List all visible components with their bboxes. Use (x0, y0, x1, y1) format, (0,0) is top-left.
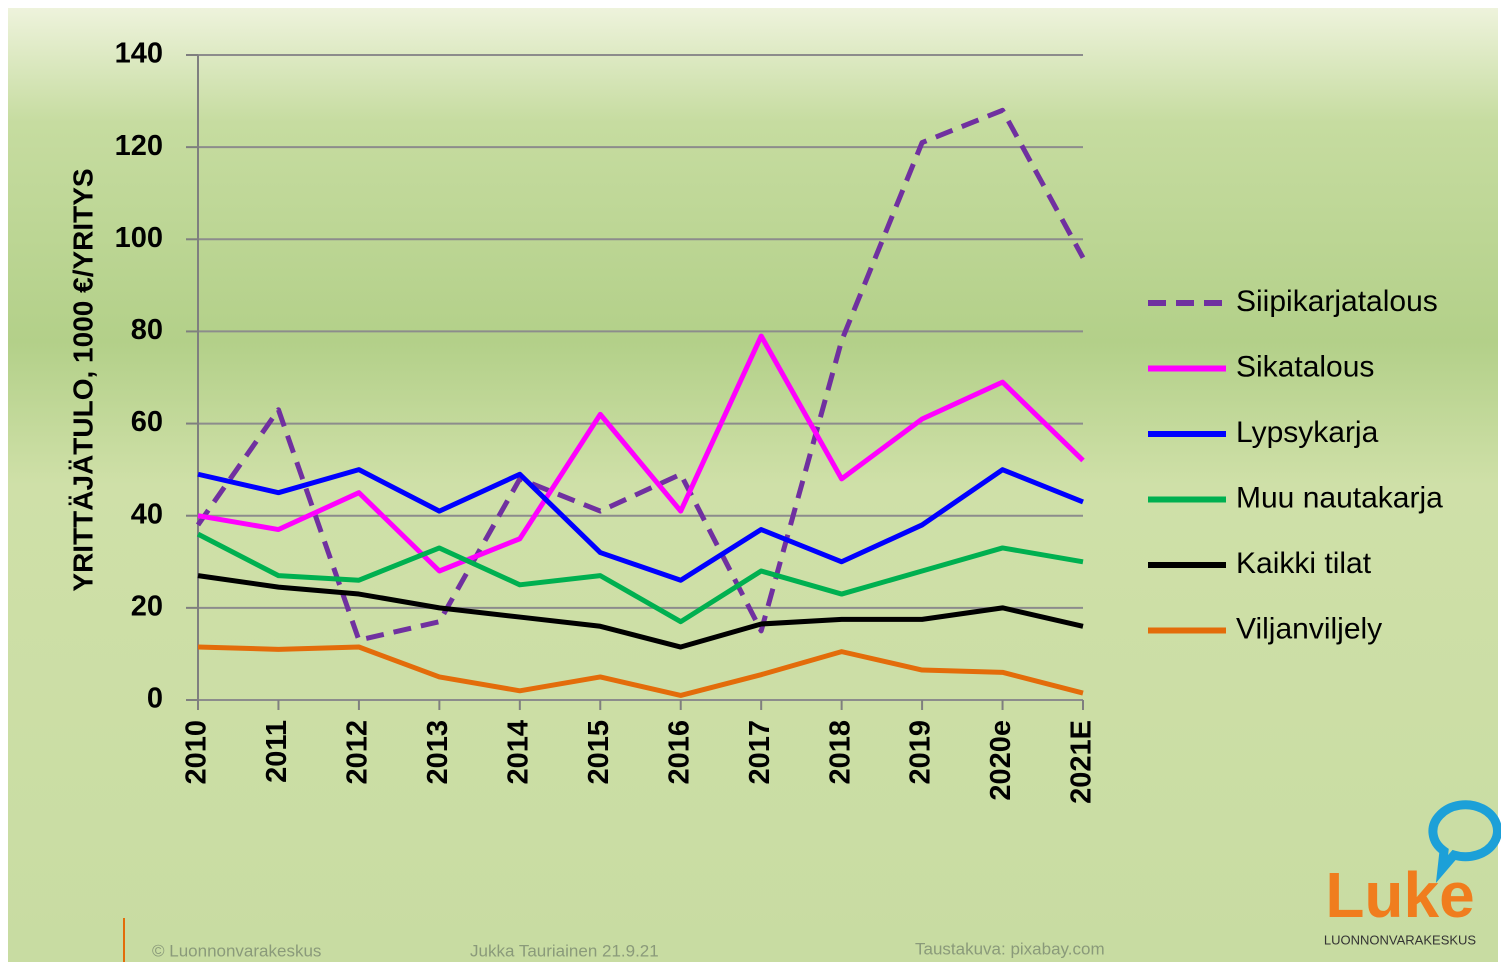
y-tick-label: 100 (115, 222, 163, 254)
legend-label: Muu nautakarja (1236, 481, 1443, 514)
logo: Luke (1325, 859, 1474, 931)
legend-label: Sikatalous (1236, 350, 1374, 383)
footer-author: Jukka Tauriainen 21.9.21 (470, 941, 659, 960)
legend-label: Viljanviljely (1236, 612, 1382, 645)
y-axis-label: YRITTÄJÄTULO, 1000 €/YRITYS (67, 168, 98, 591)
x-tick-label: 2013 (422, 720, 454, 785)
logo-bubble (1428, 800, 1501, 884)
x-tick-label: 2019 (905, 720, 937, 785)
logo-subtitle: LUONNONVARAKESKUS (1324, 932, 1477, 947)
series-line (195, 107, 1086, 643)
legend-label: Siipikarjatalous (1236, 285, 1438, 318)
x-tick-label: 2015 (583, 720, 615, 785)
y-tick-label: 60 (131, 406, 163, 438)
y-tick-label: 40 (131, 498, 163, 530)
legend-label: Kaikki tilat (1236, 547, 1372, 580)
footer-credit: Taustakuva: pixabay.com (915, 939, 1105, 958)
series-line (197, 644, 1084, 698)
y-tick-label: 140 (115, 38, 163, 70)
y-tick-label: 20 (131, 591, 163, 623)
x-tick-label: 2018 (824, 720, 856, 785)
x-tick-label: 2017 (744, 720, 776, 785)
legend-label: Lypsykarja (1236, 416, 1379, 449)
series-line (197, 467, 1084, 583)
x-tick-label: 2011 (261, 720, 293, 783)
x-tick-label: 2010 (181, 720, 213, 785)
x-tick-label: 2012 (342, 720, 374, 785)
y-tick-label: 120 (115, 130, 163, 162)
y-tick-label: 0 (147, 683, 163, 715)
x-tick-label: 2016 (663, 720, 695, 785)
series-line (196, 531, 1084, 625)
y-tick-label: 80 (131, 314, 163, 346)
x-tick-label: 2020e (985, 720, 1017, 801)
x-tick-label: 2021E (1066, 720, 1098, 804)
x-tick-label: 2014 (502, 720, 534, 785)
footer-copyright: © Luonnonvarakeskus (152, 941, 321, 960)
series-line (197, 333, 1085, 574)
series-line (197, 573, 1084, 650)
background (8, 8, 1498, 962)
